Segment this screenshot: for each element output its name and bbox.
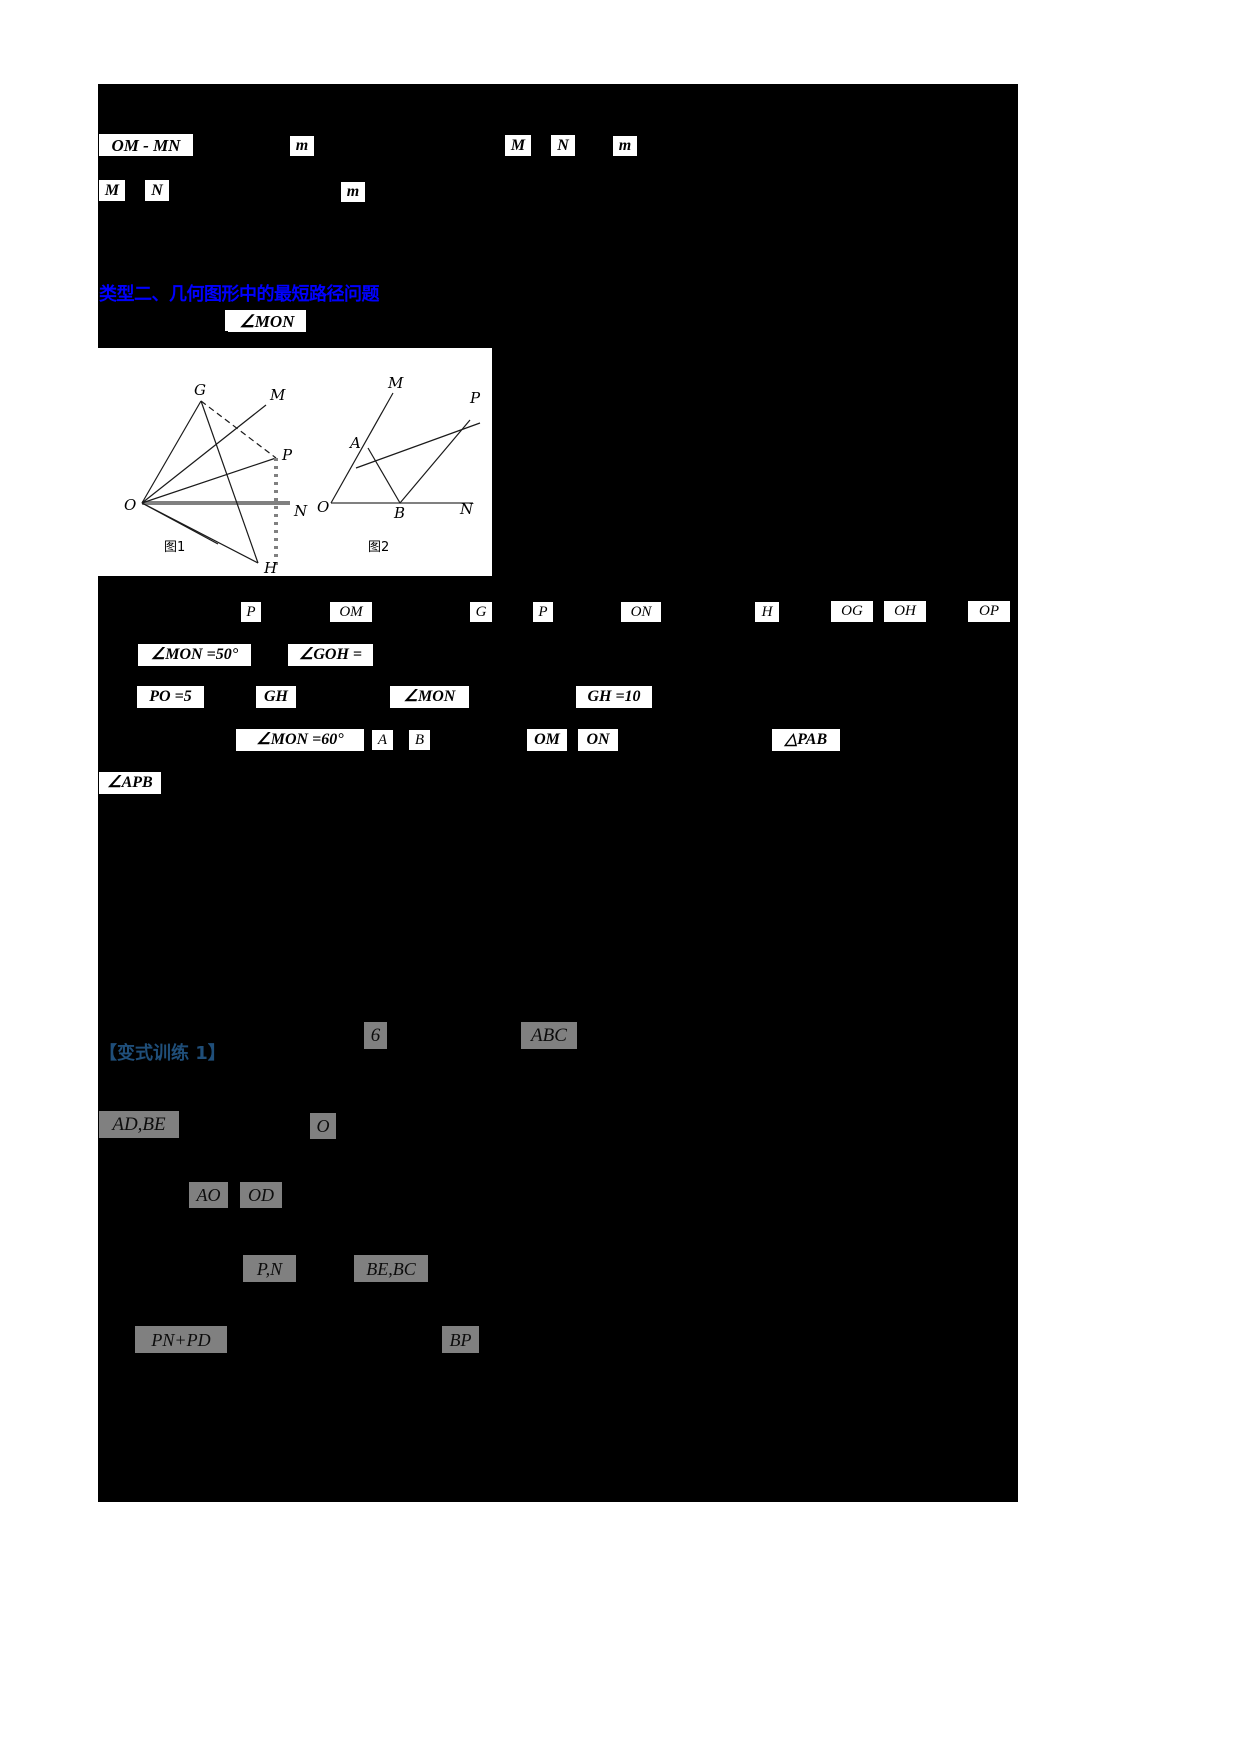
- fig2-label-O: O: [317, 498, 329, 516]
- formula-angle-goh: ∠GOH =: [288, 644, 373, 666]
- formula-ON-1: ON: [621, 602, 661, 622]
- formula-m-2: m: [613, 136, 637, 156]
- formula-ON-2: ON: [578, 729, 618, 751]
- geometry-figure-panel: G M P O N H M P A O B N: [98, 348, 492, 576]
- formula-grey-pn-pd: PN+PD: [135, 1326, 227, 1353]
- fig1-segment-OG: [141, 400, 202, 504]
- formula-angle-mon-label: ∠MON: [228, 310, 306, 332]
- fig2-label-B: B: [393, 504, 405, 522]
- fig2-label-N: N: [459, 500, 474, 518]
- formula-OH: OH: [884, 601, 926, 622]
- formula-gh-10: GH =10: [576, 686, 652, 708]
- fig1-label-G: G: [194, 381, 206, 399]
- fig2-label-P: P: [469, 389, 481, 407]
- formula-B-1: B: [409, 730, 430, 750]
- fig1-label-M: M: [269, 386, 286, 404]
- formula-angle-mon-50: ∠MON =50°: [138, 644, 251, 666]
- formula-G-1: G: [470, 602, 492, 622]
- heading-type-two: 类型二、几何图形中的最短路径问题: [99, 284, 380, 305]
- formula-grey-O: O: [310, 1113, 336, 1139]
- formula-M-2: M: [99, 180, 125, 201]
- formula-grey-BP: BP: [442, 1326, 479, 1353]
- formula-m-3: m: [341, 182, 365, 202]
- formula-H-1: H: [755, 602, 779, 622]
- formula-po-5: PO =5: [137, 686, 204, 708]
- formula-OG: OG: [831, 601, 873, 622]
- formula-grey-be-bc: BE,BC: [354, 1255, 428, 1282]
- formula-M-1: M: [505, 135, 531, 156]
- formula-triangle-pab: △PAB: [772, 729, 840, 751]
- fig1-dashed-GP: [200, 400, 277, 459]
- formula-A-1: A: [372, 730, 393, 750]
- fig2-segment-AB: [367, 447, 401, 504]
- formula-GH-1: GH: [256, 686, 296, 708]
- formula-m-1: m: [290, 136, 314, 156]
- formula-P-2: P: [241, 602, 261, 622]
- formula-grey-ad-be: AD,BE: [99, 1111, 179, 1138]
- fig2-ray-OM: [330, 392, 394, 504]
- formula-grey-AO: AO: [189, 1182, 228, 1208]
- figure-caption-1: 图1: [164, 540, 186, 555]
- fig1-segment-O-lower: [141, 502, 219, 545]
- fig1-ray-OM: [141, 404, 267, 504]
- formula-grey-P-N: P,N: [243, 1255, 296, 1282]
- formula-angle-mon-2: ∠MON: [390, 686, 469, 708]
- fig1-segment-OP: [141, 457, 277, 504]
- fig1-segment-GH: [200, 400, 259, 564]
- geometry-figure-svg: G M P O N H M P A O B N: [124, 374, 481, 576]
- fig1-label-O: O: [124, 496, 136, 514]
- formula-OM-2: OM: [527, 729, 567, 751]
- formula-grey-OD: OD: [240, 1182, 282, 1208]
- formula-angle-apb: ∠APB: [99, 772, 161, 794]
- fig2-label-A: A: [348, 434, 361, 452]
- formula-OP: OP: [968, 601, 1010, 622]
- figure-caption-2: 图2: [368, 540, 390, 555]
- formula-angle-mon-60: ∠MON =60°: [236, 729, 364, 751]
- formula-om-minus-mn: OM - MN: [99, 134, 193, 156]
- fig2-segment-BP: [399, 419, 471, 504]
- fig2-label-M: M: [387, 374, 404, 392]
- formula-grey-abc: ABC: [521, 1022, 577, 1049]
- fig1-label-P: P: [281, 446, 293, 464]
- formula-P-3: P: [533, 602, 553, 622]
- fig1-label-H: H: [263, 559, 278, 576]
- formula-N-2: N: [145, 180, 169, 201]
- formula-OM-1: OM: [330, 602, 372, 622]
- fig1-label-N: N: [293, 502, 308, 520]
- formula-N-1: N: [551, 135, 575, 156]
- heading-variant-drill-1: 【变式训练 1】: [99, 1043, 226, 1064]
- fig2-segment-toP: [355, 422, 481, 469]
- formula-grey-6: 6: [364, 1022, 387, 1049]
